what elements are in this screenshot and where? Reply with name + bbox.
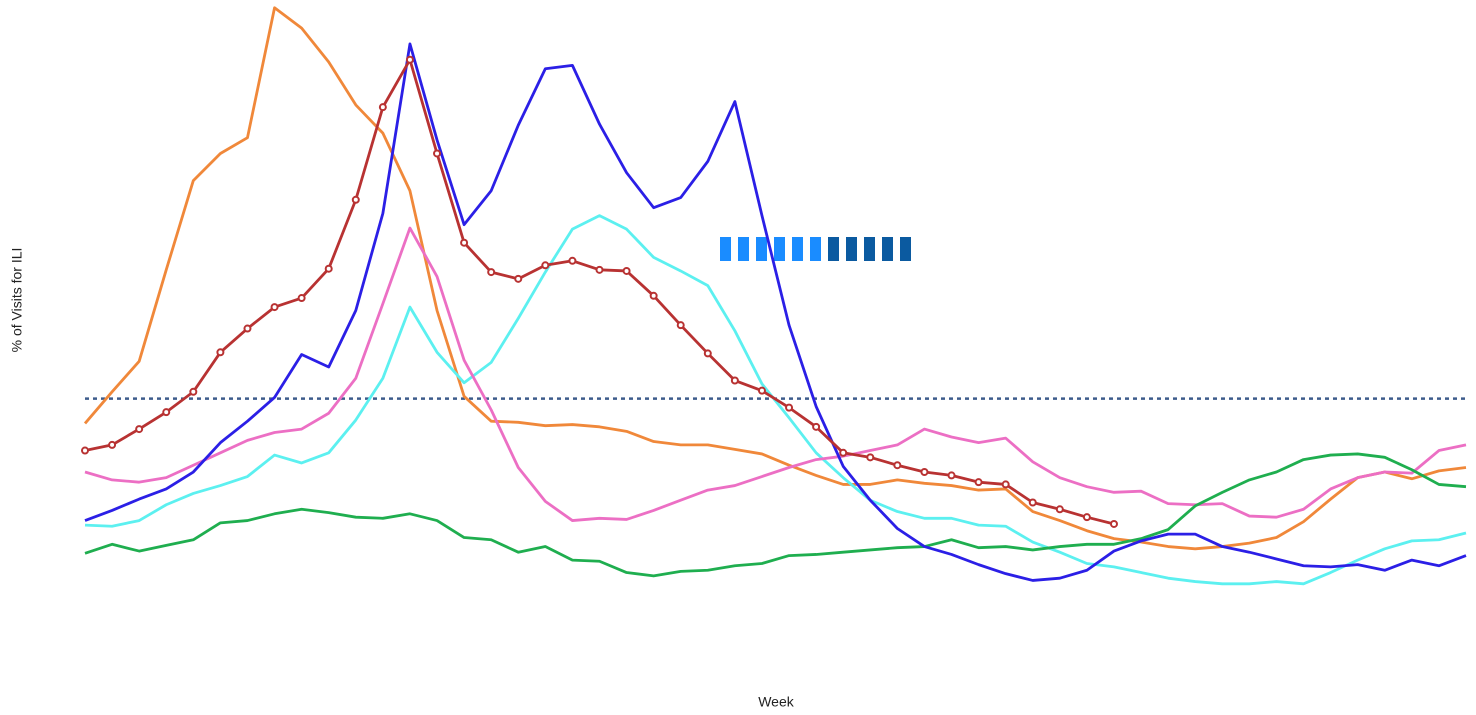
- indicator-block: [774, 237, 785, 261]
- series-line: [84, 214, 1467, 586]
- indicator-block: [810, 237, 821, 261]
- indicator-block: [846, 237, 857, 261]
- series-marker: [649, 291, 658, 300]
- series-marker: [216, 348, 225, 357]
- series-marker: [162, 408, 171, 417]
- series-marker: [351, 195, 360, 204]
- series-line: [84, 452, 1467, 578]
- loading-indicator: [720, 237, 911, 261]
- indicator-block: [720, 237, 731, 261]
- series-marker: [703, 349, 712, 358]
- indicator-block: [900, 237, 911, 261]
- series-marker: [947, 471, 956, 480]
- series-marker: [433, 149, 442, 158]
- series-marker: [595, 265, 604, 274]
- series-marker: [568, 256, 577, 265]
- series-marker: [108, 440, 117, 449]
- series-marker: [378, 103, 387, 112]
- series-marker: [676, 321, 685, 330]
- series-marker: [1082, 513, 1091, 522]
- series-marker: [297, 294, 306, 303]
- series-marker: [866, 453, 875, 462]
- series-marker: [1055, 505, 1064, 514]
- series-marker: [189, 387, 198, 396]
- series-line: [83, 6, 1467, 551]
- series-marker: [324, 264, 333, 273]
- indicator-block: [756, 237, 767, 261]
- series-marker: [81, 446, 89, 455]
- series-marker: [1109, 519, 1118, 528]
- series-marker: [460, 238, 469, 247]
- series-marker: [920, 468, 929, 477]
- x-axis-label: Week: [758, 694, 795, 710]
- series-marker: [135, 425, 144, 434]
- series-marker: [1001, 480, 1010, 489]
- indicator-block: [792, 237, 803, 261]
- series-marker: [1028, 498, 1037, 507]
- series-marker: [622, 266, 631, 275]
- indicator-block: [738, 237, 749, 261]
- indicator-block: [828, 237, 839, 261]
- series-line: [84, 58, 1115, 526]
- series-marker: [243, 324, 252, 333]
- series-marker: [730, 376, 739, 385]
- indicator-block: [882, 237, 893, 261]
- series-line: [84, 226, 1467, 522]
- series-marker: [757, 386, 766, 395]
- y-axis-label: % of Visits for ILI: [9, 248, 25, 353]
- series-marker: [541, 261, 550, 270]
- series-line: [84, 42, 1467, 582]
- series-marker: [812, 422, 821, 431]
- series-marker: [839, 448, 848, 457]
- series-marker: [974, 478, 983, 487]
- series-marker: [487, 268, 496, 277]
- series-marker: [785, 403, 794, 412]
- series-marker: [270, 303, 279, 312]
- series-marker: [893, 461, 902, 470]
- series-marker: [514, 274, 523, 283]
- indicator-block: [864, 237, 875, 261]
- series-marker: [405, 55, 414, 64]
